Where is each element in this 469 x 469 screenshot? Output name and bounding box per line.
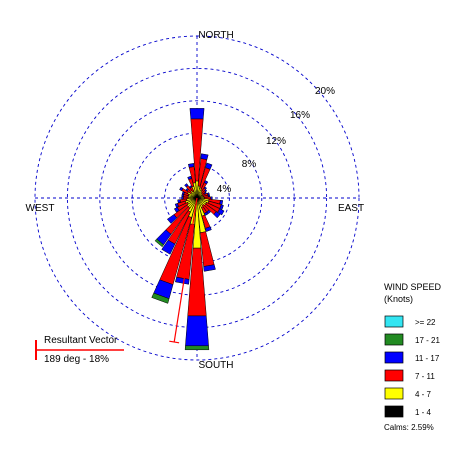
petal-50-bin-3: [204, 189, 208, 193]
petal-330-bin-3: [188, 185, 193, 189]
resultant-vector-value: 189 deg - 18%: [44, 354, 109, 365]
petal-120-bin-3: [217, 208, 225, 216]
petal-200-bin-4: [151, 292, 170, 304]
petal-210-bin-3: [161, 239, 176, 255]
resultant-vector-line: [173, 197, 198, 343]
petal-320-bin-3: [184, 183, 189, 188]
resultant-vector-label: Resultant Vector: [44, 335, 118, 346]
wind-speed-legend: WIND SPEED (Knots) >= 22 17 - 21 11 - 17 7 …: [384, 282, 442, 432]
legend-swatch-5: [384, 405, 404, 418]
direction-label-north: NORTH: [198, 30, 233, 41]
petal-70-bin-3: [206, 192, 210, 196]
legend-swatch-2: [384, 351, 404, 364]
legend-label-4: 4 - 7: [415, 390, 432, 399]
petal-270-bin-3: [181, 196, 184, 200]
petal-150-bin-3: [203, 211, 209, 216]
petal-340-bin-3: [187, 175, 192, 180]
petal-230-bin-3: [166, 214, 178, 224]
petal-160-bin-3: [205, 226, 212, 232]
legend-label-3: 7 - 11: [415, 372, 435, 381]
ring-label-8: 8%: [242, 159, 257, 170]
legend-swatch-3: [384, 369, 404, 382]
resultant-vector-tick: [169, 340, 180, 344]
petal-300-bin-3: [179, 186, 184, 192]
petal-20-bin-3: [205, 162, 213, 170]
petal-10-bin-3: [200, 153, 209, 160]
legend-label-0: >= 22: [415, 318, 436, 327]
petal-170-bin-3: [203, 264, 216, 272]
petal-80-bin-3: [207, 194, 211, 198]
direction-label-west: WEST: [26, 203, 55, 214]
resultant-vector: [169, 197, 198, 344]
ring-label-12: 12%: [266, 136, 286, 147]
ring-label-4: 4%: [217, 184, 232, 195]
petal-130-bin-3: [213, 211, 221, 219]
wind-petals: [151, 108, 225, 351]
ring-16: [66, 67, 328, 329]
resultant-vector-legend: Resultant Vector 189 deg - 18%: [35, 335, 124, 365]
legend-swatch-4: [384, 387, 404, 400]
petal-110-bin-3: [219, 204, 224, 210]
petal-240-bin-3: [173, 207, 180, 213]
ring-label-20: 20%: [315, 86, 335, 97]
petal-180-bin-3: [185, 315, 209, 347]
legend-title: WIND SPEED: [384, 282, 442, 292]
direction-label-south: SOUTH: [199, 360, 234, 371]
petal-250-bin-3: [174, 203, 179, 208]
legend-units: (Knots): [384, 294, 413, 304]
calms-text: Calms: 2.59%: [384, 423, 434, 432]
petal-260-bin-3: [177, 199, 181, 204]
petal-280-bin-3: [181, 193, 184, 197]
legend-label-1: 17 - 21: [415, 336, 440, 345]
petal-170-bin-2: [200, 231, 215, 267]
petal-100-bin-3: [219, 200, 224, 205]
petal-350-bin-3: [187, 163, 195, 168]
ring-8: [131, 132, 263, 264]
direction-label-east: EAST: [338, 203, 364, 214]
ring-label-16: 16%: [290, 110, 310, 121]
legend-label-2: 11 - 17: [415, 354, 440, 363]
petal-90-bin-3: [210, 196, 213, 200]
legend-swatch-0: [384, 315, 404, 328]
petal-190-bin-3: [174, 276, 190, 285]
legend-swatch-1: [384, 333, 404, 346]
petal-40-bin-3: [203, 186, 208, 190]
petal-180-bin-4: [184, 345, 210, 351]
petal-0-bin-3: [189, 108, 205, 120]
petal-30-bin-3: [203, 180, 209, 185]
petal-140-bin-3: [206, 209, 211, 215]
petal-220-bin-4: [154, 238, 164, 248]
legend-label-5: 1 - 4: [415, 408, 432, 417]
